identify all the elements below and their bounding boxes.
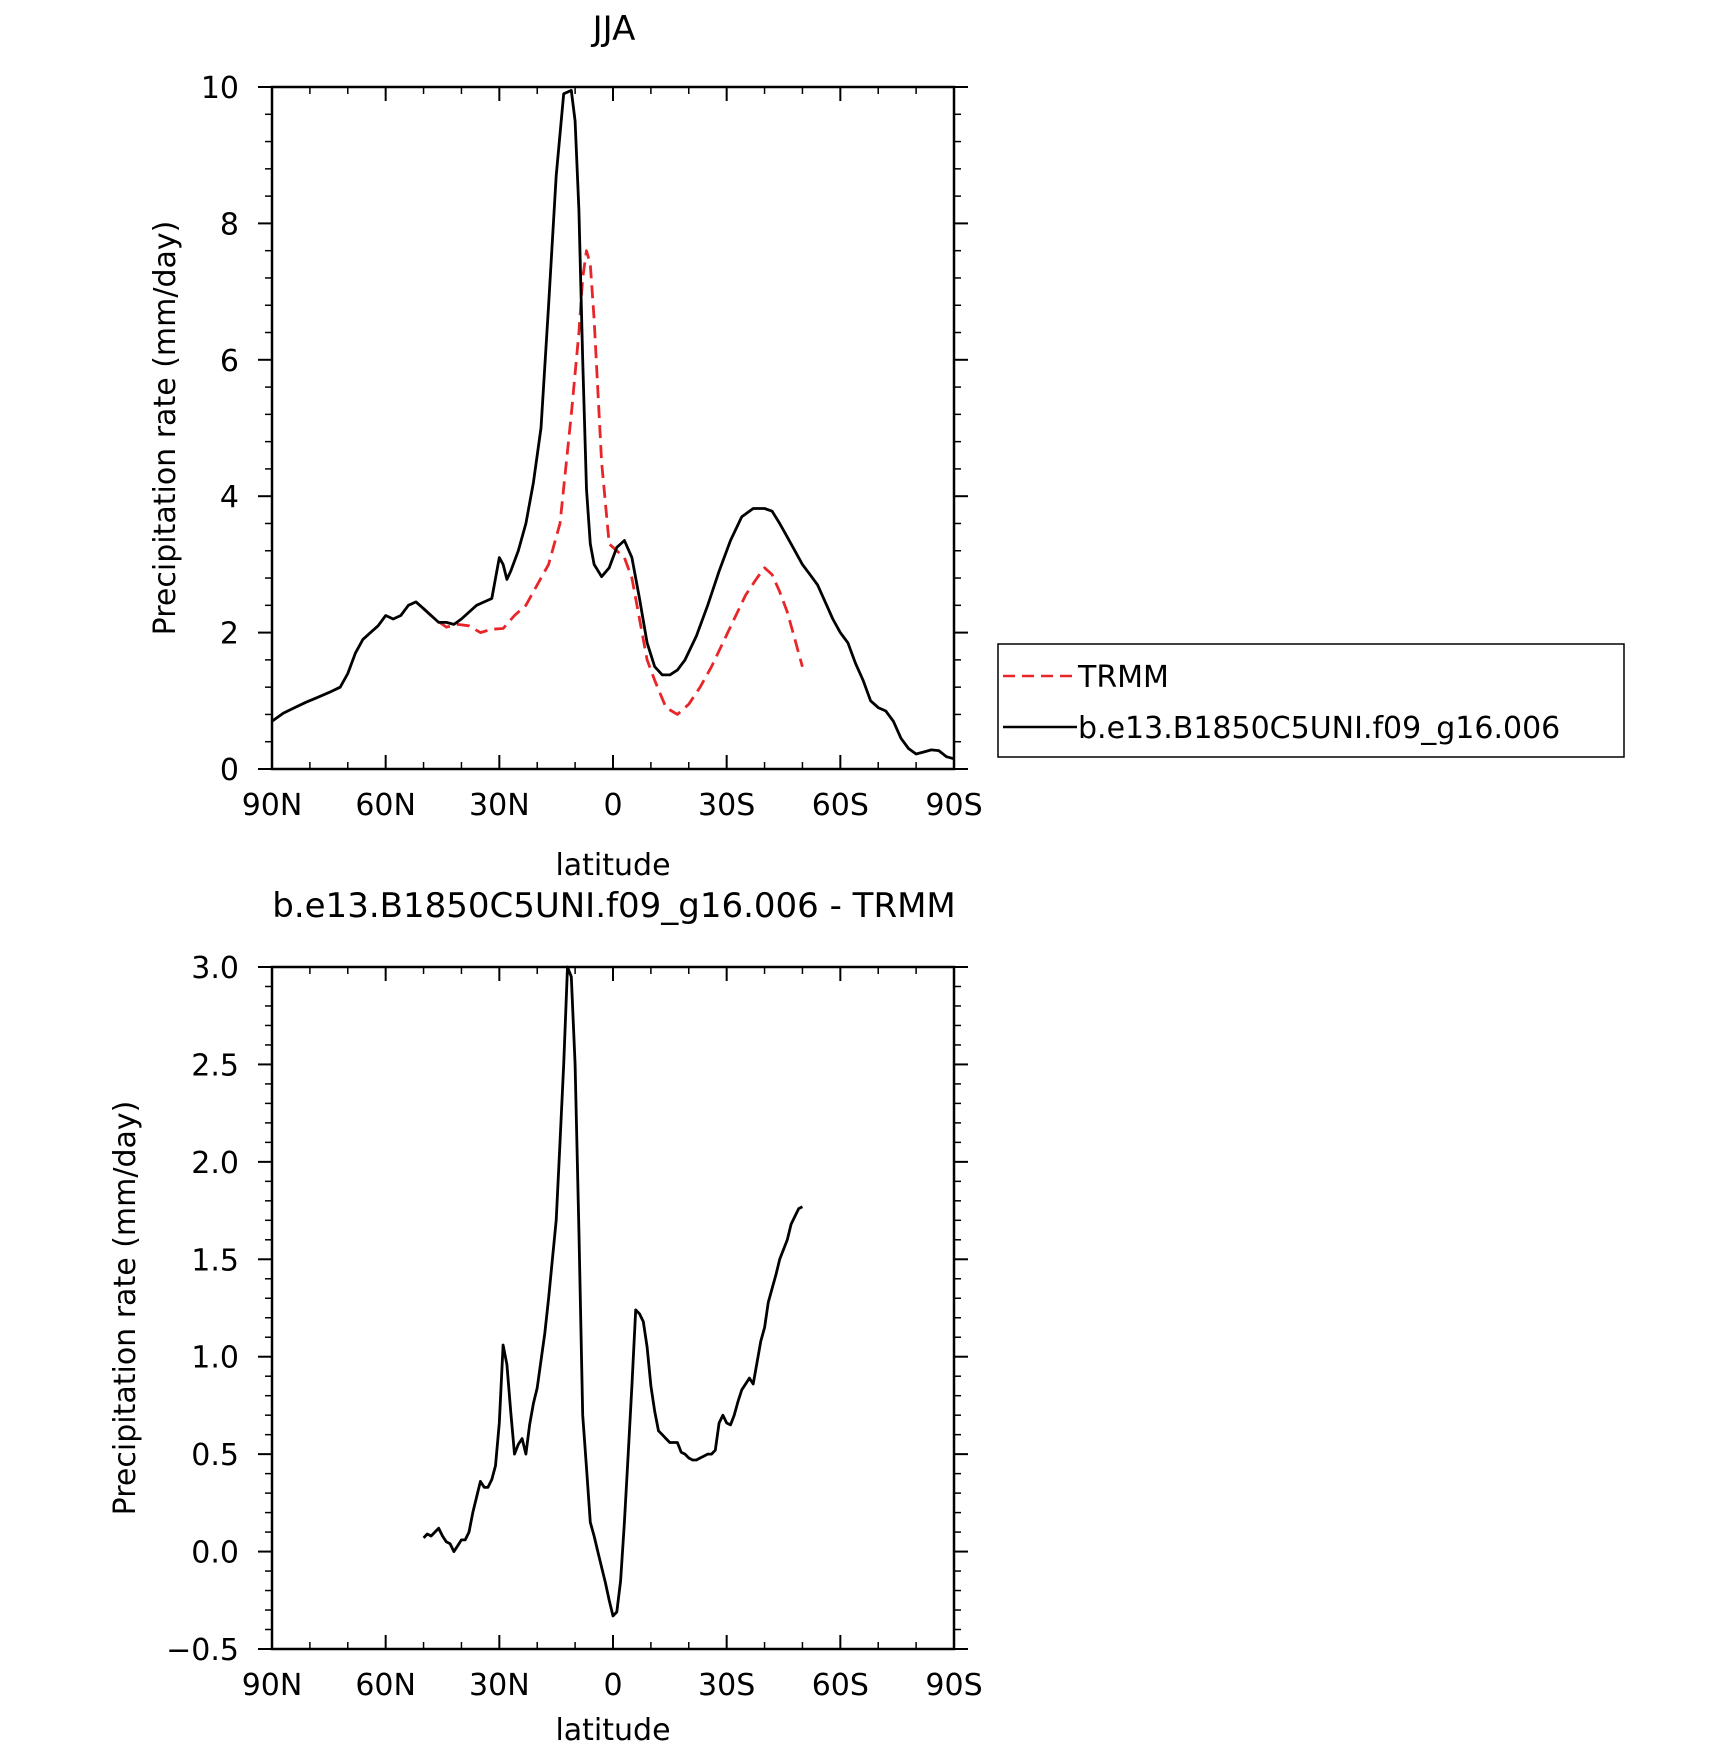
top-x-tick-label: 30N <box>469 788 530 823</box>
bottom-x-tick-label: 30S <box>698 1668 755 1703</box>
bottom-x-tick-label: 60S <box>812 1668 869 1703</box>
top-x-tick-label: 60S <box>812 788 869 823</box>
legend-box <box>997 643 1625 758</box>
bottom-x-tick-label: 30N <box>469 1668 530 1703</box>
bottom-chart-panel: b.e13.B1850C5UNI.f09_g16.006 - TRMM 90N 6… <box>108 886 983 1745</box>
top-chart-title: JJA <box>591 9 636 49</box>
top-series-line-1 <box>271 89 955 761</box>
top-series-line-0 <box>422 249 804 716</box>
top-x-tick-label: 60N <box>355 788 416 823</box>
bottom-series-line-0 <box>422 965 804 1618</box>
top-y-tick-label: 6 <box>220 344 239 379</box>
bottom-y-tick-label: 0.5 <box>191 1438 239 1473</box>
bottom-x-tick-label: 60N <box>355 1668 416 1703</box>
top-x-axis-label: latitude <box>555 848 670 883</box>
legend-label-model: b.e13.B1850C5UNI.f09_g16.006 <box>1078 711 1560 746</box>
top-x-tick-label: 30S <box>698 788 755 823</box>
legend-label-trmm: TRMM <box>1077 660 1169 695</box>
top-x-tick-label: 90S <box>925 788 982 823</box>
bottom-x-axis-label: latitude <box>555 1713 670 1745</box>
top-x-tick-label: 0 <box>603 788 622 823</box>
top-plot-frame <box>270 85 956 771</box>
bottom-plot-frame <box>270 965 956 1651</box>
bottom-chart-title: b.e13.B1850C5UNI.f09_g16.006 - TRMM <box>272 886 956 926</box>
bottom-y-tick-label: −0.5 <box>166 1633 239 1668</box>
top-y-tick-label: 8 <box>220 207 239 242</box>
bottom-y-axis-label: Precipitation rate (mm/day) <box>108 1101 143 1516</box>
bottom-y-tick-label: 0.0 <box>191 1536 239 1571</box>
bottom-y-tick-label: 1.0 <box>191 1341 239 1376</box>
top-x-tick-label: 90N <box>242 788 303 823</box>
bottom-x-tick-label: 90S <box>925 1668 982 1703</box>
top-y-axis-label: Precipitation rate (mm/day) <box>148 221 183 636</box>
legend: TRMM b.e13.B1850C5UNI.f09_g16.006 <box>997 643 1625 758</box>
bottom-y-tick-label: 3.0 <box>191 951 239 986</box>
bottom-y-tick-label: 2.5 <box>191 1048 239 1083</box>
top-y-tick-label: 2 <box>220 617 239 652</box>
top-y-tick-label: 10 <box>201 71 239 106</box>
bottom-y-tick-label: 1.5 <box>191 1243 239 1278</box>
top-chart-panel: JJA 90N 60N 30N 0 30S 60S 90S 0 2 4 6 8 10 Precipita… <box>148 9 1625 883</box>
bottom-x-tick-label: 90N <box>242 1668 303 1703</box>
bottom-x-tick-label: 0 <box>603 1668 622 1703</box>
top-y-tick-label: 0 <box>220 753 239 788</box>
bottom-y-tick-label: 2.0 <box>191 1146 239 1181</box>
top-y-tick-label: 4 <box>220 480 239 515</box>
